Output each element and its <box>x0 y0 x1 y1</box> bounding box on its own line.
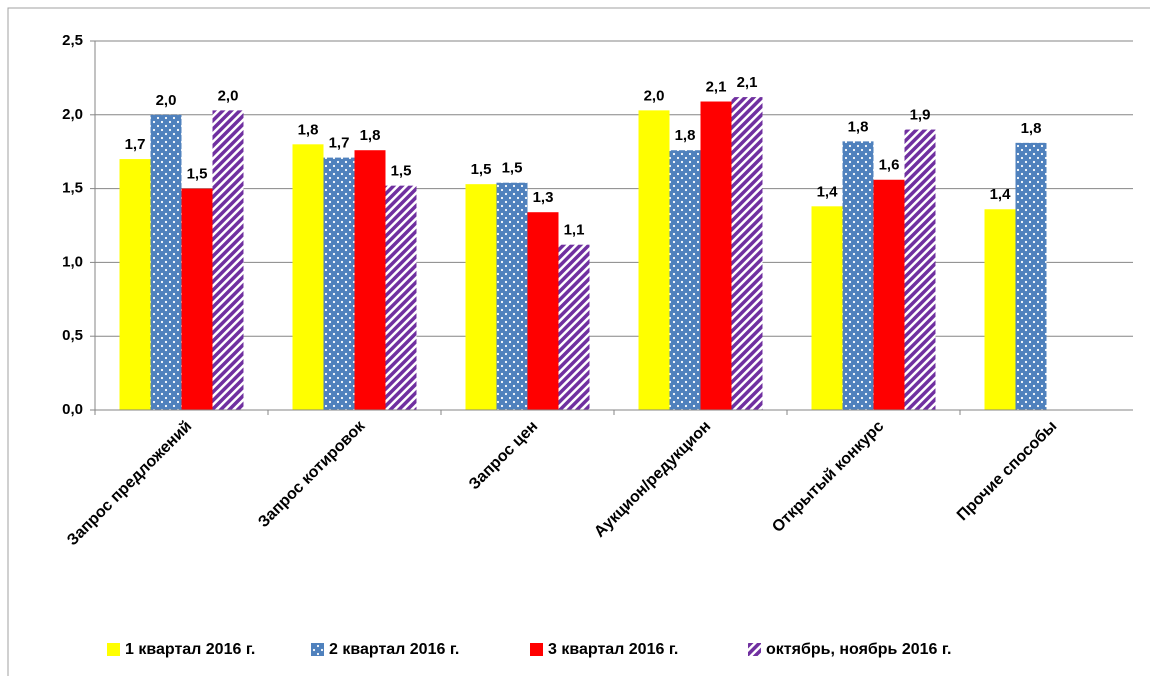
data-label: 2,1 <box>737 74 758 91</box>
y-tick-label: 0,5 <box>62 327 83 344</box>
bar <box>811 206 843 410</box>
data-label: 1,3 <box>533 189 554 206</box>
data-label: 1,6 <box>879 157 900 174</box>
data-label: 1,4 <box>990 186 1012 203</box>
bar <box>465 184 497 410</box>
bar <box>873 179 905 410</box>
y-tick-label: 0,0 <box>62 401 83 418</box>
data-label: 1,8 <box>675 127 696 144</box>
bar <box>558 244 590 410</box>
y-tick-label: 2,0 <box>62 106 83 123</box>
data-label: 1,8 <box>298 121 319 138</box>
legend-swatch <box>311 643 324 656</box>
data-label: 1,5 <box>391 163 412 180</box>
data-label: 1,7 <box>125 136 146 153</box>
bar <box>496 182 528 410</box>
x-tick-label: Открытый конкурс <box>769 418 887 536</box>
x-tick-label: Запрос цен <box>466 418 541 493</box>
y-tick-label: 1,0 <box>62 253 83 270</box>
data-label: 1,8 <box>360 127 381 144</box>
x-tick-label: Аукцион/редукцион <box>591 418 714 541</box>
data-label: 1,1 <box>564 222 585 239</box>
bar <box>731 97 763 410</box>
data-label: 1,8 <box>1021 120 1042 137</box>
data-label: 2,0 <box>156 92 177 109</box>
legend-swatch <box>748 643 761 656</box>
bar <box>984 209 1016 410</box>
bar <box>638 110 670 410</box>
bar <box>1015 142 1047 410</box>
bar <box>385 185 417 410</box>
bar <box>354 150 386 410</box>
data-label: 2,0 <box>644 87 665 104</box>
bar <box>904 129 936 410</box>
legend-swatch <box>530 643 543 656</box>
y-tick-label: 1,5 <box>62 180 83 197</box>
data-label: 1,9 <box>910 107 931 124</box>
data-label: 1,5 <box>502 160 523 177</box>
data-label: 1,8 <box>848 118 869 135</box>
bar <box>700 101 732 411</box>
bar <box>150 114 182 411</box>
legend-label: 2 квартал 2016 г. <box>329 641 459 658</box>
legend-label: 1 квартал 2016 г. <box>125 641 255 658</box>
legend-swatch <box>107 643 120 656</box>
chart-frame <box>7 7 1150 676</box>
x-tick-label: Прочие способы <box>954 418 1060 524</box>
bar <box>527 212 559 410</box>
x-tick-label: Запрос предложений <box>64 418 195 549</box>
bar <box>669 150 701 410</box>
data-label: 1,7 <box>329 135 350 152</box>
data-label: 1,5 <box>471 161 492 178</box>
bar <box>212 110 244 410</box>
bar <box>292 144 324 410</box>
bar <box>323 157 355 410</box>
bar <box>119 159 151 410</box>
data-label: 1,5 <box>187 166 208 183</box>
y-tick-label: 2,5 <box>62 32 83 49</box>
data-label: 2,1 <box>706 78 727 95</box>
bar <box>181 188 213 410</box>
x-tick-label: Запрос котировок <box>255 417 369 531</box>
data-label: 1,4 <box>817 183 839 200</box>
data-label: 2,0 <box>218 87 239 104</box>
legend-label: 3 квартал 2016 г. <box>548 641 678 658</box>
bar <box>842 141 874 411</box>
legend-label: октябрь, ноябрь 2016 г. <box>766 641 951 658</box>
